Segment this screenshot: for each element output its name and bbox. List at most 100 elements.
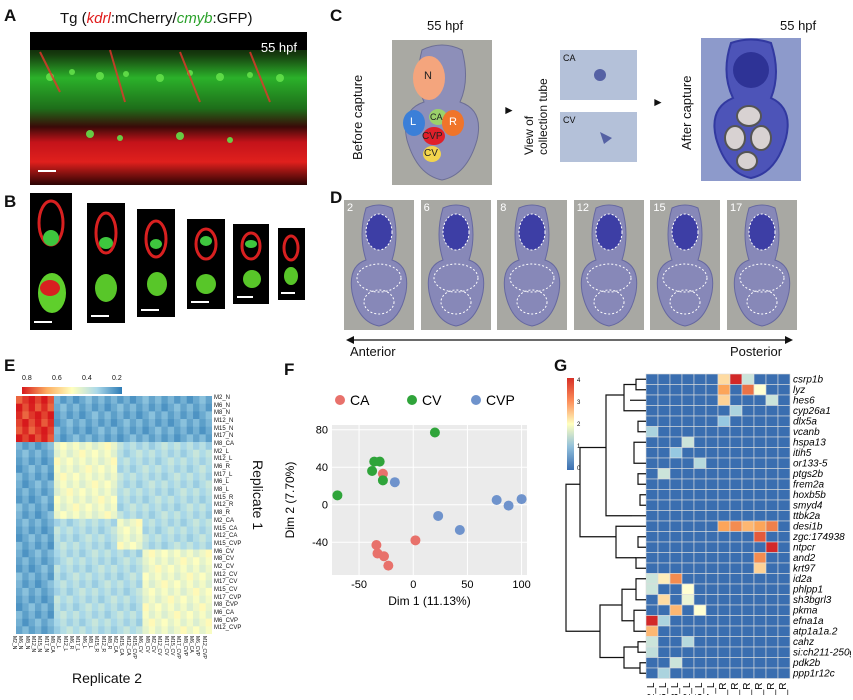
heatmap-col-label: M8_R — [105, 636, 112, 650]
heatmap-cell — [53, 618, 61, 627]
heatmap-cell — [66, 572, 74, 581]
heatmap-cell — [155, 457, 162, 466]
heatmap-cell — [85, 411, 93, 420]
heatmap-cell — [91, 541, 99, 550]
heatmap-cell — [110, 580, 118, 589]
heatmap-cell — [142, 618, 150, 627]
heatmap-cell — [16, 488, 23, 497]
heatmap-cell — [85, 442, 93, 451]
heatmap-cell — [79, 564, 86, 573]
heatmap-cell — [72, 526, 80, 535]
heatmap-cell — [705, 468, 719, 480]
heatmap-cell — [155, 541, 162, 550]
heatmap-cell — [28, 541, 36, 550]
heatmap-cell — [34, 557, 42, 566]
heatmap-cell — [53, 442, 61, 451]
heatmap-cell — [104, 557, 112, 566]
heatmap-cell — [16, 541, 23, 550]
x-tick-label: 50 — [461, 579, 473, 591]
heatmap-cell — [85, 419, 93, 428]
heatmap-cell — [98, 618, 105, 627]
heatmap-cell — [123, 557, 131, 566]
heatmap-cell — [142, 442, 150, 451]
heatmap-cell — [41, 465, 48, 474]
heatmap-cell — [669, 489, 683, 501]
y-axis-label: Dim 2 (7.70%) — [283, 462, 297, 539]
heatmap-cell — [741, 394, 755, 406]
heatmap-cell — [717, 604, 731, 616]
heatmap-cell — [693, 415, 707, 427]
heatmap-cell — [205, 449, 213, 458]
section-image: 6 — [420, 200, 491, 330]
heatmap-cell — [645, 468, 659, 480]
heatmap-cell — [741, 552, 755, 564]
heatmap-cell — [741, 604, 755, 616]
heatmap-cell — [753, 604, 767, 616]
heatmap-cell — [193, 534, 200, 543]
heatmap-col-label: M6_CVP — [194, 636, 201, 657]
dendrogram-branch — [599, 604, 624, 659]
heatmap-cell — [34, 434, 42, 443]
heatmap-row-label: M8_N — [214, 410, 231, 417]
heatmap-cell — [205, 472, 213, 481]
heatmap-cell — [123, 488, 131, 497]
heatmap-cell — [123, 587, 131, 596]
heatmap-cell — [161, 403, 169, 412]
heatmap-cell — [129, 472, 137, 481]
heatmap-cell — [717, 457, 731, 469]
heatmap-cell — [85, 610, 93, 619]
heatmap-col-label: M12_CV — [156, 636, 163, 656]
heatmap-cell — [669, 468, 683, 480]
heatmap-cell — [79, 503, 86, 512]
heatmap-cell — [53, 526, 61, 535]
heatmap-cell — [91, 595, 99, 604]
heatmap-cell — [645, 447, 659, 459]
heatmap-cell — [693, 468, 707, 480]
gene-label: cyp26a1 — [793, 406, 831, 417]
heatmap-cell — [205, 488, 213, 497]
heatmap-cell — [729, 384, 743, 396]
heatmap-cell — [79, 572, 86, 581]
heatmap-row-label: M6_L — [214, 479, 230, 486]
heatmap-cell — [22, 411, 29, 420]
heatmap-cell — [16, 396, 23, 404]
heatmap-cell — [66, 411, 74, 420]
heatmap-cell — [180, 465, 188, 474]
heatmap-cell — [79, 526, 86, 535]
heatmap-cell — [693, 667, 707, 679]
heatmap-cell — [123, 518, 131, 527]
heatmap-cell — [66, 549, 74, 558]
heatmap-cell — [16, 518, 23, 527]
heatmap-cell — [167, 465, 175, 474]
heatmap-cell — [117, 603, 124, 612]
heatmap-cell — [657, 573, 671, 585]
gene-label: itih5 — [793, 448, 812, 459]
heatmap-cell — [79, 449, 86, 458]
dendrogram-branch — [639, 494, 646, 506]
heatmap-cell — [85, 434, 93, 443]
heatmap-cell — [161, 457, 169, 466]
heatmap-cell — [155, 603, 162, 612]
y-tick-label: 40 — [316, 462, 328, 474]
colorbar-g-tick: 3 — [577, 400, 581, 406]
heatmap-cell — [136, 503, 143, 512]
heatmap-cell — [186, 587, 194, 596]
heatmap-cell — [645, 573, 659, 585]
heatmap-cell — [705, 384, 719, 396]
heatmap-cell — [34, 549, 42, 558]
colorbar-g-tick: 0 — [577, 466, 581, 472]
heatmap-cell — [167, 580, 175, 589]
heatmap-cell — [117, 580, 124, 589]
tube-image-ca: CA — [560, 50, 637, 100]
heatmap-cell — [765, 415, 779, 427]
heatmap-cell — [136, 587, 143, 596]
heatmap-cell — [123, 465, 131, 474]
heatmap-cell — [199, 595, 206, 604]
gene-label: hspa13 — [793, 438, 826, 449]
heatmap-cell — [657, 615, 671, 627]
heatmap-cell — [705, 520, 719, 532]
heatmap-cell — [117, 488, 124, 497]
heatmap-cell — [741, 573, 755, 585]
heatmap-cell — [117, 503, 124, 512]
heatmap-cell — [161, 526, 169, 535]
